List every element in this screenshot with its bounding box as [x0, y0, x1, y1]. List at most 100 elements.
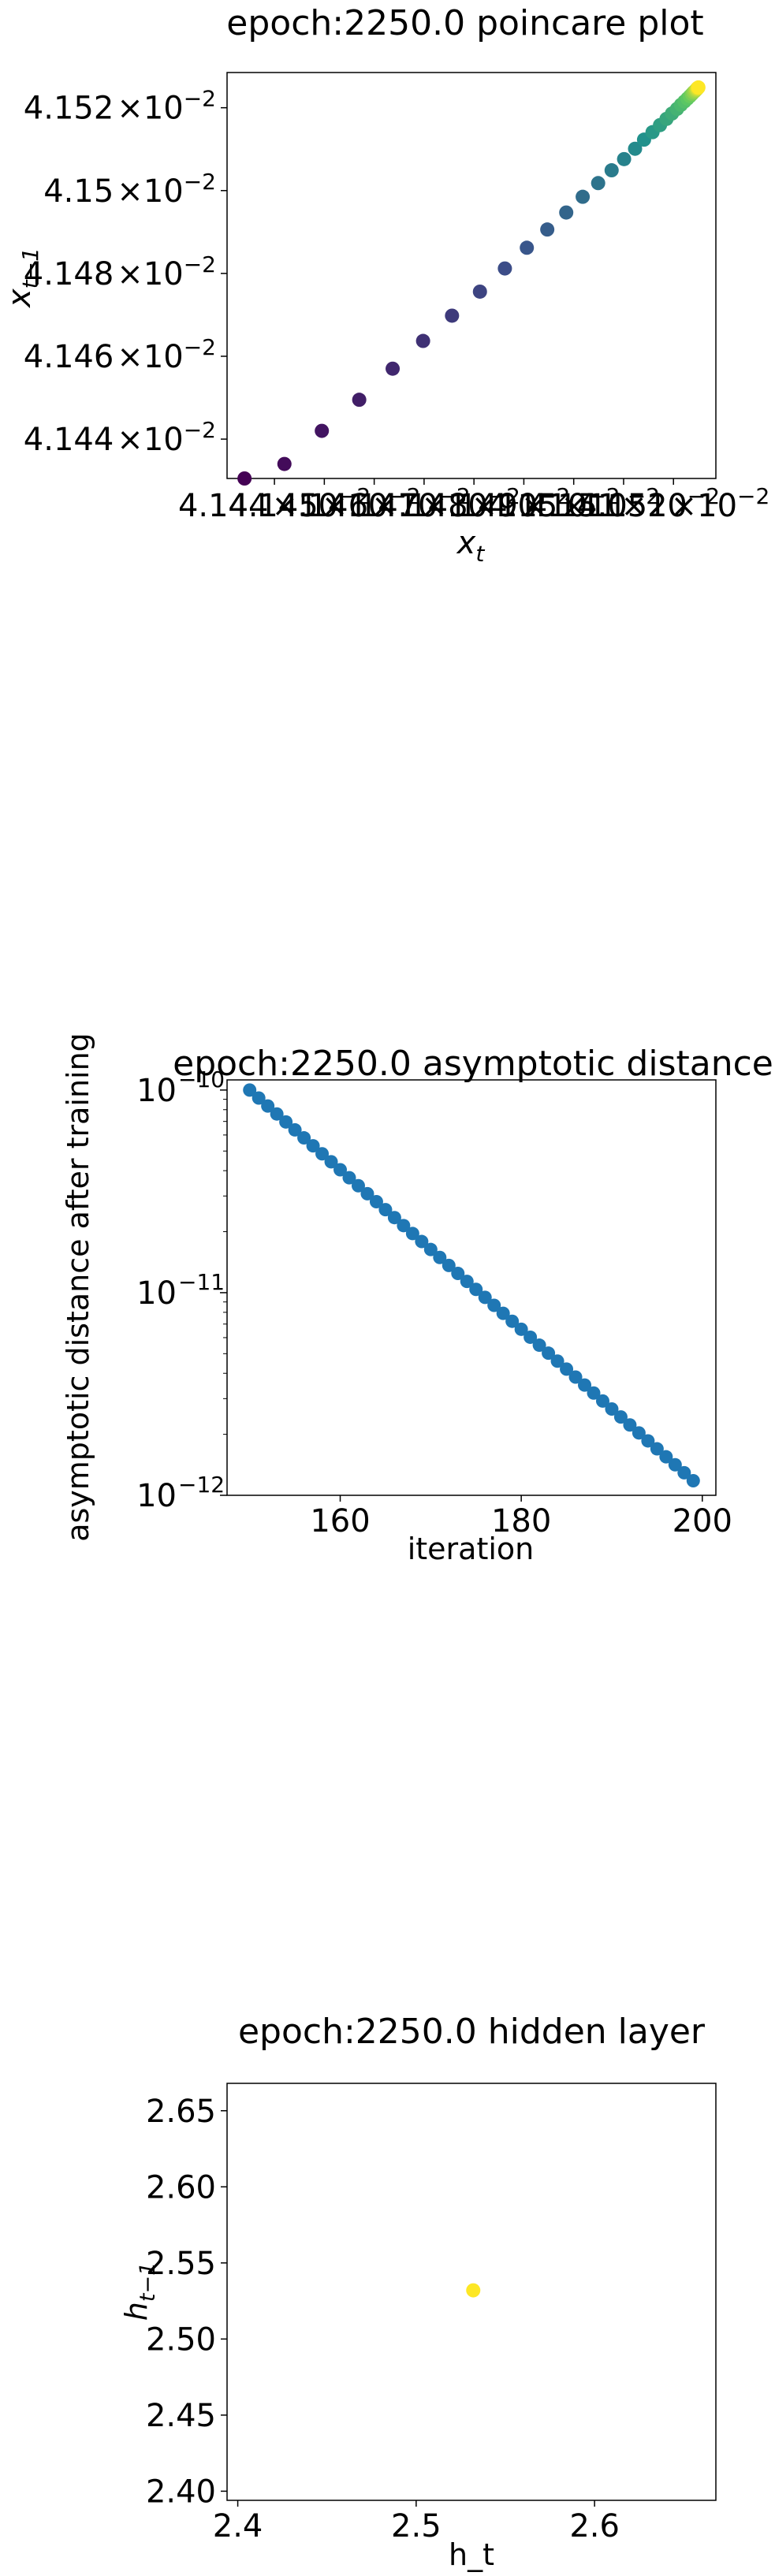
hidden-y-axis-label-sub: t−1: [136, 2262, 160, 2302]
hidden-y-tick: 2.65: [146, 2094, 227, 2130]
asymptotic-y-tick-label: 10−11: [136, 1269, 225, 1312]
hidden-y-axis-label: ht−1: [119, 2262, 160, 2321]
asymptotic-point: [578, 1378, 592, 1392]
asymptotic-point: [261, 1099, 275, 1113]
hidden-x-tick-label: 2.6: [569, 2508, 620, 2544]
asymptotic-point: [378, 1203, 393, 1217]
asymptotic-point: [279, 1115, 293, 1129]
asymptotic-point: [613, 1410, 628, 1424]
poincare-y-tick: 4.144 ×10−2: [24, 417, 227, 458]
asymptotic-point: [587, 1386, 601, 1400]
hidden-y-tick-label: 2.55: [146, 2246, 216, 2282]
poincare-x-tick: 4.145×10−2: [228, 478, 420, 524]
poincare-x-tick-label: 4.147 ×10−2: [328, 483, 520, 524]
asymptotic-point: [442, 1258, 456, 1272]
poincare-plot-title: epoch:2250.0 poincare plot: [226, 3, 703, 43]
asymptotic-x-axis-ticks: 160 180 200: [310, 1495, 732, 1539]
hidden-points: [466, 2283, 481, 2298]
asymptotic-distance-frame: [226, 1079, 717, 1496]
asymptotic-distance-panel: epoch:2250.0 asymptotic distance 10−1210…: [61, 1033, 773, 1566]
poincare-x-axis-label: xt: [456, 525, 486, 567]
asymptotic-point: [297, 1131, 311, 1145]
asymptotic-point: [469, 1282, 483, 1297]
asymptotic-point: [659, 1450, 673, 1464]
poincare-y-axis-label: xt−1: [2, 248, 43, 309]
poincare-point: [237, 471, 252, 486]
asymptotic-point: [433, 1250, 447, 1264]
asymptotic-point: [415, 1234, 429, 1249]
asymptotic-point: [632, 1426, 646, 1440]
poincare-point: [472, 284, 487, 299]
poincare-point: [277, 456, 292, 471]
poincare-x-tick-label: 4.149 ×10−2: [427, 483, 620, 524]
poincare-y-tick-label: 4.152 ×10−2: [24, 86, 216, 127]
asymptotic-x-tick: 200: [673, 1495, 732, 1539]
asymptotic-point: [605, 1402, 619, 1416]
poincare-x-axis-label-sub: t: [475, 541, 485, 567]
asymptotic-points: [243, 1083, 700, 1488]
asymptotic-point: [315, 1147, 330, 1161]
asymptotic-point: [270, 1107, 284, 1121]
asymptotic-y-tick: 10−11: [136, 1269, 227, 1312]
asymptotic-point: [243, 1083, 257, 1097]
poincare-point: [445, 308, 460, 323]
poincare-x-tick: 4.147 ×10−2: [328, 478, 520, 524]
poincare-point: [576, 189, 591, 204]
asymptotic-point: [686, 1474, 700, 1488]
hidden-layer-panel: epoch:2250.0 hidden layer 2.40 2.45 2.50 2.…: [119, 2012, 717, 2572]
poincare-y-tick: 4.148 ×10−2: [24, 251, 227, 292]
asymptotic-x-tick: 180: [491, 1495, 551, 1539]
asymptotic-x-axis-label: iteration: [408, 1532, 535, 1566]
poincare-x-tick: 4.151 ×10−2: [527, 478, 720, 524]
asymptotic-point: [397, 1219, 411, 1233]
asymptotic-point: [288, 1122, 302, 1137]
poincare-point: [497, 261, 512, 276]
hidden-y-axis-ticks: 2.40 2.45 2.50 2.55 2.60 2.65: [146, 2094, 227, 2510]
poincare-x-tick: 4.152 ×10−2: [577, 478, 769, 524]
hidden-x-axis-label: h_t: [449, 2537, 494, 2572]
poincare-y-tick-label: 4.15 ×10−2: [43, 169, 216, 210]
asymptotic-point: [532, 1338, 546, 1353]
asymptotic-x-tick-label: 160: [310, 1503, 370, 1539]
asymptotic-point: [550, 1354, 564, 1368]
asymptotic-point: [333, 1163, 348, 1177]
hidden-y-tick: 2.50: [146, 2321, 227, 2358]
asymptotic-y-tick-label: 10−12: [136, 1472, 225, 1514]
hidden-x-tick: 2.6: [569, 2500, 620, 2544]
hidden-x-axis-ticks: 2.4 2.5 2.6: [213, 2500, 620, 2544]
poincare-x-axis-label-base: x: [456, 525, 476, 561]
hidden-x-tick: 2.5: [391, 2500, 442, 2544]
asymptotic-point: [677, 1465, 691, 1480]
poincare-point: [315, 423, 330, 438]
asymptotic-point: [252, 1091, 266, 1105]
poincare-y-tick: 4.146 ×10−2: [24, 334, 227, 375]
hidden-y-tick: 2.45: [146, 2398, 227, 2434]
poincare-y-tick: 4.15 ×10−2: [43, 169, 227, 210]
asymptotic-point: [342, 1171, 356, 1185]
asymptotic-y-tick: 10−12: [136, 1472, 227, 1514]
asymptotic-point: [360, 1186, 374, 1201]
poincare-point: [520, 240, 535, 255]
poincare-y-axis-ticks: 4.144 ×10−2 4.146 ×10−2 4.148 ×10−2 4.15 ×10−2 4…: [24, 86, 227, 458]
poincare-point: [691, 80, 706, 95]
poincare-x-tick-label: 4.148 ×10−2: [378, 483, 570, 524]
hidden-y-tick-label: 2.50: [146, 2321, 216, 2358]
asymptotic-y-axis-ticks: 10−12 10−11 10−10: [136, 1067, 227, 1514]
asymptotic-point: [451, 1267, 465, 1281]
asymptotic-point: [405, 1227, 419, 1241]
hidden-y-tick-label: 2.45: [146, 2398, 216, 2434]
hidden-y-tick: 2.40: [146, 2474, 227, 2510]
hidden-layer-title: epoch:2250.0 hidden layer: [238, 2012, 706, 2052]
asymptotic-x-tick-label: 200: [673, 1503, 732, 1539]
hidden-y-tick-label: 2.40: [146, 2474, 216, 2510]
poincare-point: [559, 205, 574, 220]
poincare-plot-panel: epoch:2250.0 poincare plot 4.144 ×10−24.1…: [2, 3, 769, 567]
poincare-point: [352, 393, 367, 408]
poincare-y-tick-label: 4.146 ×10−2: [24, 334, 216, 375]
asymptotic-point: [351, 1178, 365, 1193]
hidden-x-tick: 2.4: [213, 2500, 263, 2544]
asymptotic-y-tick-label: 10−10: [136, 1067, 225, 1109]
hidden-y-tick: 2.55: [146, 2246, 227, 2282]
asymptotic-distance-title: epoch:2250.0 asymptotic distance: [173, 1044, 773, 1084]
